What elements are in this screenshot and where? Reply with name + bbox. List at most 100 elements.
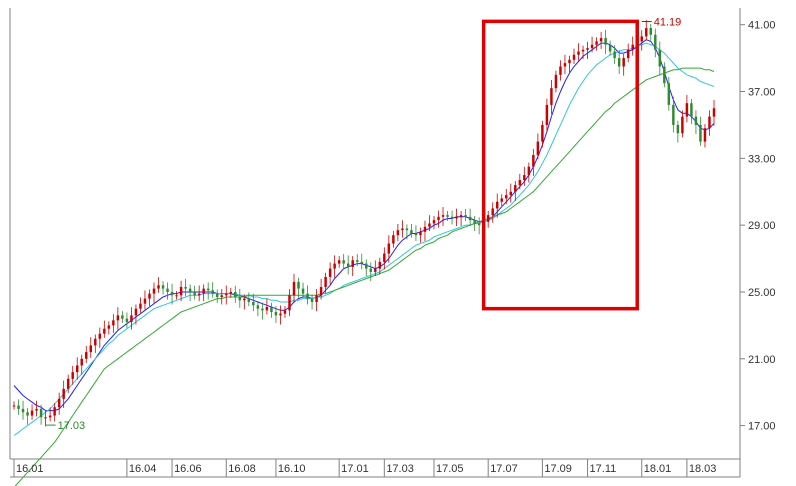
candle-body bbox=[252, 301, 255, 306]
candle-body bbox=[94, 338, 97, 346]
candle bbox=[423, 220, 427, 242]
candle-body bbox=[310, 298, 314, 302]
candle-body bbox=[568, 59, 571, 64]
candle bbox=[184, 278, 187, 297]
candle bbox=[369, 262, 373, 282]
candle bbox=[672, 96, 675, 133]
candle bbox=[690, 99, 693, 125]
x-tick-label: 16.04 bbox=[129, 463, 157, 475]
candle-body bbox=[690, 103, 693, 117]
candle bbox=[667, 76, 671, 111]
candle bbox=[130, 307, 133, 330]
candle bbox=[175, 291, 178, 300]
candle bbox=[559, 60, 562, 81]
candle bbox=[509, 183, 513, 203]
candle bbox=[48, 407, 52, 422]
candle bbox=[315, 289, 318, 312]
candle-body bbox=[545, 104, 549, 125]
candle-body bbox=[387, 243, 391, 254]
candle-body bbox=[518, 180, 522, 186]
candle bbox=[301, 282, 305, 298]
candle-body bbox=[206, 288, 210, 291]
candle bbox=[405, 224, 409, 240]
candle-body bbox=[57, 398, 61, 408]
candle-body bbox=[446, 215, 449, 217]
candle-body bbox=[491, 208, 494, 216]
candle-body bbox=[495, 201, 499, 209]
candle bbox=[622, 53, 625, 76]
candle-body bbox=[143, 298, 147, 304]
candle-body bbox=[365, 263, 368, 269]
candle bbox=[640, 30, 643, 51]
candle bbox=[685, 95, 689, 123]
candle bbox=[283, 306, 287, 318]
candle bbox=[383, 247, 386, 270]
candle bbox=[486, 210, 490, 228]
candle bbox=[66, 374, 70, 394]
y-tick-label: 17.00 bbox=[748, 421, 776, 433]
candle bbox=[441, 206, 445, 226]
y-tick-label: 41.00 bbox=[748, 20, 776, 32]
candle bbox=[324, 272, 327, 293]
candle bbox=[35, 400, 38, 417]
candle bbox=[333, 255, 336, 278]
candle bbox=[572, 48, 576, 64]
candle bbox=[98, 327, 102, 348]
candle bbox=[229, 287, 233, 298]
candle bbox=[514, 180, 517, 201]
candle bbox=[595, 37, 598, 51]
candle-body bbox=[536, 141, 540, 155]
x-tick-label: 16.01 bbox=[16, 463, 44, 475]
candle-body bbox=[346, 263, 350, 267]
candle bbox=[152, 282, 156, 303]
candle bbox=[21, 400, 25, 420]
candle-body bbox=[319, 286, 323, 296]
candle-body bbox=[130, 315, 133, 323]
candle-body bbox=[220, 295, 223, 297]
candle-body bbox=[39, 408, 43, 418]
candle-body bbox=[66, 378, 70, 389]
ma-long-line bbox=[14, 67, 715, 486]
candle bbox=[80, 354, 83, 375]
candle bbox=[432, 215, 436, 230]
candle bbox=[234, 285, 237, 303]
candle bbox=[459, 210, 463, 226]
candle-body bbox=[306, 293, 309, 299]
candle bbox=[243, 294, 246, 310]
candle-body bbox=[35, 408, 38, 411]
candle bbox=[518, 173, 522, 190]
candle-body bbox=[450, 216, 454, 219]
candle bbox=[238, 288, 242, 308]
candle bbox=[477, 217, 481, 235]
candle bbox=[437, 210, 440, 228]
candle-body bbox=[645, 28, 648, 37]
candle-body bbox=[270, 306, 273, 313]
x-tick-label: 18.03 bbox=[689, 463, 717, 475]
candle bbox=[536, 133, 540, 160]
candle bbox=[306, 285, 309, 305]
candle-body bbox=[455, 216, 458, 219]
candle-body bbox=[351, 260, 354, 267]
candle-body bbox=[243, 298, 246, 301]
candle-body bbox=[215, 293, 219, 297]
annotations: 41.19 17.03 bbox=[45, 17, 681, 432]
candle-body bbox=[21, 408, 25, 413]
candle-body bbox=[541, 124, 544, 142]
candle bbox=[148, 289, 151, 307]
candle-body bbox=[500, 198, 503, 202]
y-tick-label: 21.00 bbox=[748, 354, 776, 366]
candle-body bbox=[26, 412, 29, 416]
candle bbox=[261, 302, 264, 320]
candle bbox=[355, 254, 359, 267]
price-candles bbox=[12, 19, 716, 427]
annotation-label: 17.03 bbox=[58, 420, 86, 432]
ma-medium-line bbox=[13, 42, 715, 437]
candle bbox=[419, 227, 422, 243]
candle-body bbox=[414, 233, 418, 236]
candle bbox=[12, 401, 16, 410]
candle bbox=[396, 223, 400, 242]
candle bbox=[590, 36, 594, 53]
candle-body bbox=[401, 228, 404, 231]
candle-body bbox=[572, 54, 576, 60]
